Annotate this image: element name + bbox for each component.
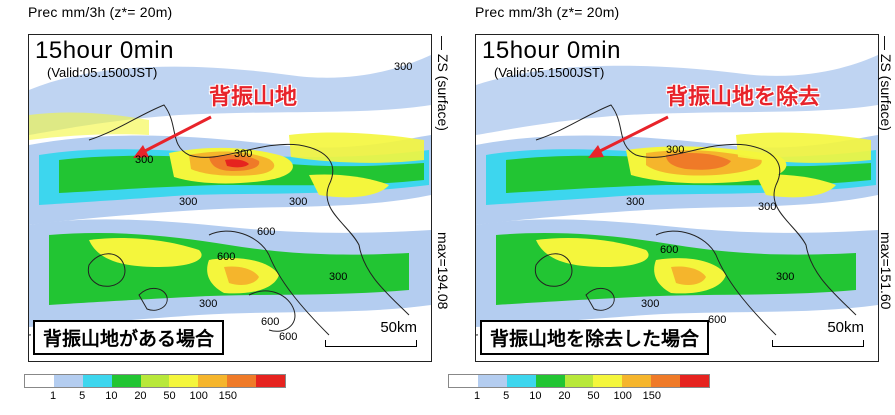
contour-label: 600 [257,226,275,238]
legend-tick: 5 [503,390,510,402]
legend-swatch [449,375,478,387]
contour-label: 600 [708,314,726,326]
forecast-time: 15hour 0min [35,37,174,64]
case-label: 背振山地を除去した場合 [480,320,710,355]
contour-label: 300 [758,201,776,213]
contour-label: 600 [217,251,235,263]
scale-label: 50km [827,319,864,336]
legend-swatch [227,375,257,387]
legend-swatch [680,375,710,387]
max-value-label: max=194.08 [435,232,451,310]
legend-tick: 150 [642,390,661,402]
legend-swatch [622,375,652,387]
valid-time: (Valid:05.1500JST) [47,65,158,80]
color-legend: 1 5 10 20 50 100 150 [448,374,710,404]
contour-label: 300 [179,196,197,208]
legend-swatch [535,375,565,387]
legend-swatch [506,375,536,387]
right-panel: Prec mm/3h (z*= 20m) [447,0,895,415]
case-label: 背振山地がある場合 [33,320,225,355]
precipitation-map: 300 300 300 300 600 600 300 300 600 600 … [28,34,432,362]
contour-label: 300 [329,271,347,283]
contour-label: 300 [626,196,644,208]
legend-swatch [256,375,286,387]
precipitation-field: 300 300 300 600 600 300 300 [476,35,878,361]
zs-surface-label: — ZS (surface) [878,36,894,131]
zs-surface-label: — ZS (surface) [435,36,451,131]
legend-ticks: 1 5 10 20 50 100 150 [448,390,710,404]
contour-label: 600 [279,331,297,343]
legend-swatch [477,375,507,387]
contour-label: 300 [135,154,153,166]
legend-tick: 50 [163,390,176,402]
precipitation-map: 300 300 300 600 600 300 300 15hour 0min … [475,34,879,362]
legend-swatch [111,375,141,387]
contour-label: 300 [776,271,794,283]
legend-swatches [24,374,286,388]
scale-label: 50km [380,319,417,336]
legend-tick: 100 [613,390,632,402]
contour-label: 300 [666,144,684,156]
legend-swatches [448,374,710,388]
legend-tick: 5 [79,390,86,402]
contour-label: 600 [660,244,678,256]
legend-tick: 100 [189,390,208,402]
color-legend: 1 5 10 20 50 100 150 [24,374,286,404]
legend-swatch [140,375,170,387]
contour-label: 600 [261,316,279,328]
contour-label: 300 [394,61,412,73]
forecast-time: 15hour 0min [482,37,621,64]
left-panel: Prec mm/3h (z*= 20m) [28,4,432,362]
contour-label: 300 [199,298,217,310]
legend-tick: 150 [218,390,237,402]
contour-label: 300 [289,196,307,208]
legend-swatch [593,375,623,387]
valid-time: (Valid:05.1500JST) [494,65,605,80]
max-value-label: max=151.60 [878,232,894,310]
legend-swatch [82,375,112,387]
legend-tick: 20 [134,390,147,402]
mountain-annotation: 背振山地を除去 [666,84,821,109]
scale-bar: 50km [325,319,417,347]
contour-label: 300 [234,148,252,160]
legend-tick: 20 [558,390,571,402]
legend-swatch [169,375,199,387]
legend-tick: 10 [105,390,118,402]
legend-ticks: 1 5 10 20 50 100 150 [24,390,286,404]
precipitation-field: 300 300 300 300 600 600 300 300 600 600 … [29,35,431,361]
legend-tick: 1 [50,390,57,402]
contour-label: 300 [641,298,659,310]
legend-tick: 10 [529,390,542,402]
panel-header: Prec mm/3h (z*= 20m) [28,4,173,20]
legend-tick: 1 [474,390,481,402]
legend-tick: 50 [587,390,600,402]
mountain-annotation: 背振山地 [209,84,298,109]
legend-swatch [564,375,594,387]
legend-swatch [198,375,228,387]
legend-swatch [25,375,54,387]
legend-swatch [651,375,681,387]
scale-bar: 50km [772,319,864,347]
legend-swatch [53,375,83,387]
panel-header: Prec mm/3h (z*= 20m) [475,4,620,20]
